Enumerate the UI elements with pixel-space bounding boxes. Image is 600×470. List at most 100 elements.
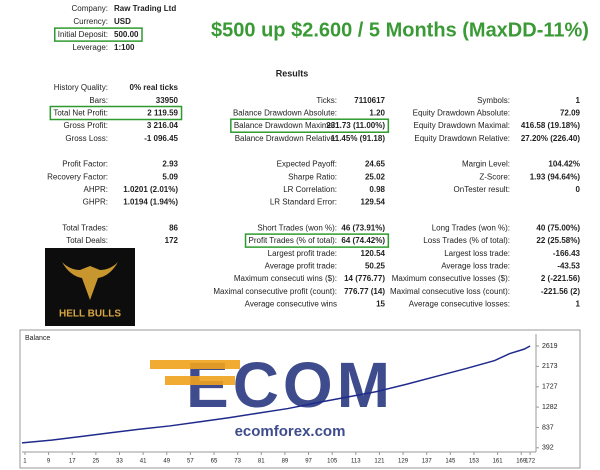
result-label: Long Trades (won %): [432, 223, 510, 232]
result-value: 416.58 (19.18%) [521, 121, 580, 130]
result-label: Total Net Profit: [53, 109, 108, 118]
watermark-bar [165, 376, 235, 385]
result-value: 40 (75.00%) [536, 223, 580, 232]
result-value: 1.93 (94.64%) [530, 172, 581, 181]
result-label: Profit Factor: [62, 160, 108, 169]
result-label: Margin Level: [462, 160, 510, 169]
result-value: 7110617 [354, 96, 385, 105]
result-value: 0 [576, 185, 581, 194]
logo-text: HELL BULLS [59, 309, 121, 320]
highlight-box [54, 27, 143, 42]
x-tick-label: 33 [116, 459, 123, 465]
account-label: Currency: [73, 17, 108, 26]
watermark-domain: ecomforex.com [235, 423, 346, 440]
x-tick-label: 57 [187, 459, 194, 465]
result-label: Loss Trades (% of total): [423, 236, 510, 245]
account-label: Initial Deposit: [58, 30, 108, 39]
result-label: Gross Loss: [65, 134, 108, 143]
result-value: 1.20 [369, 109, 385, 118]
result-label: LR Standard Error: [270, 198, 337, 207]
result-value: 0% real ticks [130, 83, 179, 92]
result-label: Maximum consecutive losses ($): [392, 274, 510, 283]
logo: HELL BULLS [45, 248, 135, 326]
y-tick-label: 1727 [542, 384, 558, 391]
result-label: Largest profit trade: [268, 249, 337, 258]
result-value: 2 119.59 [147, 109, 178, 118]
result-label: Recovery Factor: [47, 172, 108, 181]
result-value: 231.73 (11.00%) [326, 121, 385, 130]
highlight-box [230, 118, 390, 133]
x-tick-label: 1 [23, 459, 27, 465]
result-label: Z-Score: [479, 172, 510, 181]
result-value: 22 (25.58%) [536, 236, 580, 245]
balance-chart: Balance 392 837 1282 1727 2173 2619 1 9 17 25 33 41… [19, 329, 581, 469]
result-value: -221.56 (2) [541, 287, 580, 296]
x-tick-label: 172 [525, 459, 536, 465]
balance-line [21, 345, 531, 444]
result-label: Balance Drawdown Maximal: [234, 121, 337, 130]
result-label: OnTester result: [454, 185, 510, 194]
result-value: -166.43 [553, 249, 581, 258]
result-value: 3 216.04 [147, 121, 179, 130]
result-label: Symbols: [477, 96, 510, 105]
account-label: Company: [72, 4, 108, 13]
account-value: 500.00 [114, 30, 139, 39]
result-label: Short Trades (won %): [257, 223, 337, 232]
result-value: 50.25 [365, 262, 386, 271]
headline: $500 up $2.600 / 5 Months (MaxDD-11%) [211, 19, 589, 41]
x-tick-label: 65 [211, 459, 218, 465]
result-label: Maximal consecutive loss (count): [390, 287, 510, 296]
result-value: 1 [576, 300, 581, 309]
result-label: Bars: [89, 96, 108, 105]
results-title: Results [276, 68, 309, 78]
x-tick-label: 73 [234, 459, 241, 465]
x-tick-label: 113 [351, 459, 361, 465]
y-tick-label: 2173 [542, 363, 558, 370]
x-tick-label: 9 [47, 459, 51, 465]
result-label: Average consecutive wins [245, 300, 337, 309]
x-tick-label: 41 [140, 459, 147, 465]
result-value: 64 (74.42%) [341, 236, 385, 245]
account-value: Raw Trading Ltd [114, 4, 176, 13]
result-label: Total Deals: [66, 236, 108, 245]
result-label: LR Correlation: [283, 185, 337, 194]
watermark-bar [150, 360, 240, 369]
x-tick-label: 161 [493, 459, 504, 465]
result-value: 25.02 [365, 172, 386, 181]
account-value: 1:100 [114, 43, 135, 52]
result-value: 15 [376, 300, 385, 309]
result-value: -43.53 [557, 262, 580, 271]
result-value: 2 (-221.56) [541, 274, 580, 283]
result-label: Average consecutive losses: [409, 300, 510, 309]
result-value: 1.0201 (2.01%) [123, 185, 178, 194]
result-label: History Quality: [54, 83, 108, 92]
result-value: 72.09 [560, 109, 581, 118]
result-label: Equity Drawdown Absolute: [413, 109, 510, 118]
result-value: 0.98 [369, 185, 385, 194]
result-value: 1.0194 (1.94%) [123, 198, 178, 207]
result-label: Sharpe Ratio: [288, 172, 337, 181]
y-tick-label: 2619 [542, 343, 558, 350]
x-tick-label: 81 [258, 459, 265, 465]
x-tick-label: 97 [305, 459, 312, 465]
y-tick-label: 392 [542, 445, 554, 452]
result-value: 46 (73.91%) [341, 223, 385, 232]
result-value: 2.93 [162, 160, 178, 169]
x-tick-label: 25 [93, 459, 100, 465]
result-value: 11.45% (91.18) [331, 134, 386, 143]
result-label: Largest loss trade: [444, 249, 510, 258]
x-tick-label: 121 [374, 459, 385, 465]
result-label: Maximum consecuti wins ($): [234, 274, 337, 283]
result-label: Balance Drawdown Relative: [235, 134, 337, 143]
result-value: 5.09 [162, 172, 178, 181]
result-value: -1 096.45 [144, 134, 178, 143]
x-tick-label: 49 [163, 459, 170, 465]
result-label: Balance Drawdown Absolute: [233, 109, 337, 118]
result-label: Expected Payoff: [277, 160, 337, 169]
x-tick-label: 145 [445, 459, 456, 465]
result-value: 172 [165, 236, 179, 245]
result-label: Equity Drawdown Maximal: [414, 121, 510, 130]
x-tick-label: 89 [282, 459, 289, 465]
